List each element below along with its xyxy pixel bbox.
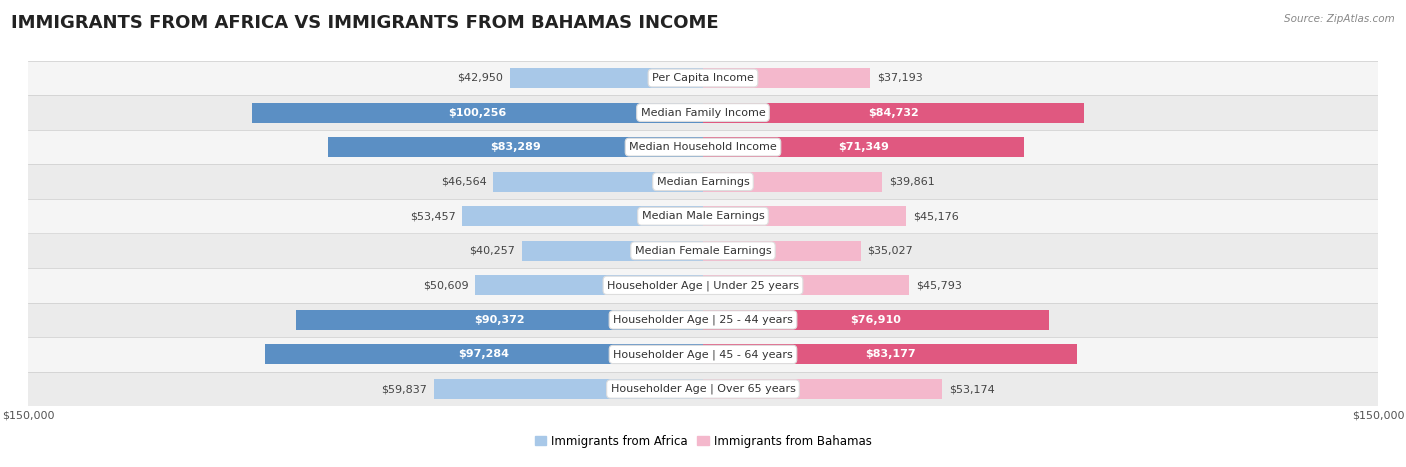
Text: $50,609: $50,609	[423, 280, 468, 290]
Bar	[703, 206, 907, 226]
Bar	[28, 95, 1378, 130]
Bar	[28, 372, 1378, 406]
Bar	[28, 234, 1378, 268]
Text: Per Capita Income: Per Capita Income	[652, 73, 754, 83]
Text: Median Family Income: Median Family Income	[641, 107, 765, 118]
Text: Median Household Income: Median Household Income	[628, 142, 778, 152]
Bar	[434, 379, 703, 399]
Bar	[703, 345, 1077, 364]
Text: Householder Age | Under 25 years: Householder Age | Under 25 years	[607, 280, 799, 290]
Bar	[28, 164, 1378, 199]
Bar	[28, 130, 1378, 164]
Bar	[703, 137, 1024, 157]
Bar	[703, 172, 883, 191]
Bar	[266, 345, 703, 364]
Bar	[703, 103, 1084, 122]
Bar	[28, 268, 1378, 303]
Text: $83,289: $83,289	[491, 142, 541, 152]
Bar	[463, 206, 703, 226]
Text: $37,193: $37,193	[877, 73, 922, 83]
Bar	[475, 276, 703, 295]
Bar	[252, 103, 703, 122]
Bar	[703, 241, 860, 261]
Bar	[28, 61, 1378, 95]
Bar	[703, 310, 1049, 330]
Bar	[510, 68, 703, 88]
Bar	[522, 241, 703, 261]
Bar	[28, 199, 1378, 234]
Text: Median Earnings: Median Earnings	[657, 177, 749, 187]
Text: $40,257: $40,257	[470, 246, 515, 256]
Bar	[703, 276, 910, 295]
Text: Median Female Earnings: Median Female Earnings	[634, 246, 772, 256]
Text: Householder Age | 25 - 44 years: Householder Age | 25 - 44 years	[613, 315, 793, 325]
Text: $53,174: $53,174	[949, 384, 994, 394]
Bar	[297, 310, 703, 330]
Text: $84,732: $84,732	[869, 107, 920, 118]
Text: $83,177: $83,177	[865, 349, 915, 360]
Text: $71,349: $71,349	[838, 142, 889, 152]
Text: $35,027: $35,027	[868, 246, 912, 256]
Bar	[494, 172, 703, 191]
Text: Median Male Earnings: Median Male Earnings	[641, 211, 765, 221]
Text: $53,457: $53,457	[411, 211, 456, 221]
Text: $46,564: $46,564	[441, 177, 486, 187]
Bar	[28, 337, 1378, 372]
Bar	[28, 303, 1378, 337]
Text: $97,284: $97,284	[458, 349, 509, 360]
Text: Source: ZipAtlas.com: Source: ZipAtlas.com	[1284, 14, 1395, 24]
Text: $90,372: $90,372	[474, 315, 524, 325]
Text: Householder Age | 45 - 64 years: Householder Age | 45 - 64 years	[613, 349, 793, 360]
Text: Householder Age | Over 65 years: Householder Age | Over 65 years	[610, 384, 796, 394]
Text: $59,837: $59,837	[381, 384, 427, 394]
Text: $39,861: $39,861	[889, 177, 935, 187]
Text: $76,910: $76,910	[851, 315, 901, 325]
Legend: Immigrants from Africa, Immigrants from Bahamas: Immigrants from Africa, Immigrants from …	[530, 430, 876, 452]
Text: IMMIGRANTS FROM AFRICA VS IMMIGRANTS FROM BAHAMAS INCOME: IMMIGRANTS FROM AFRICA VS IMMIGRANTS FRO…	[11, 14, 718, 32]
Text: $100,256: $100,256	[449, 107, 506, 118]
Text: $45,176: $45,176	[912, 211, 959, 221]
Bar	[703, 68, 870, 88]
Text: $45,793: $45,793	[915, 280, 962, 290]
Text: $42,950: $42,950	[457, 73, 503, 83]
Bar	[328, 137, 703, 157]
Bar	[703, 379, 942, 399]
